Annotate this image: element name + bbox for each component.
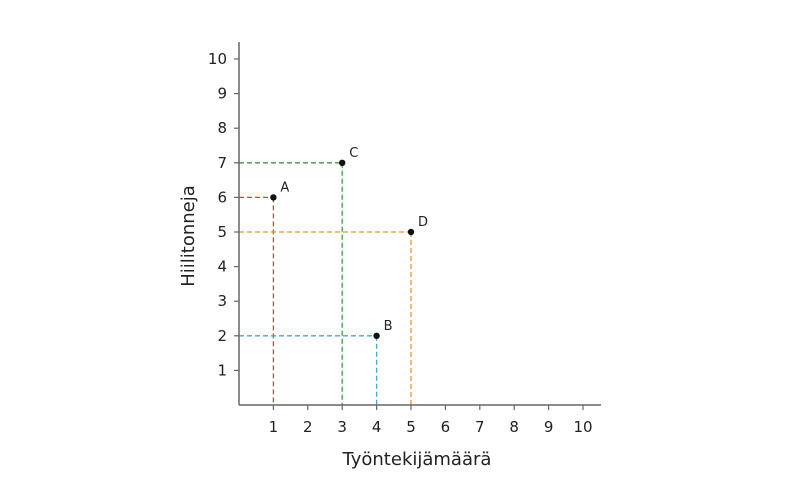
y-tick-label: 9 bbox=[217, 85, 227, 103]
x-tick-label: 10 bbox=[573, 418, 592, 436]
x-tick-label: 4 bbox=[372, 418, 382, 436]
y-axis-title: Hiilitonneja bbox=[178, 185, 199, 287]
y-tick-label: 10 bbox=[208, 50, 227, 68]
ticks: 1 2 3 4 5 6 7 8 9 10 1 2 3 4 5 6 7 8 9 10 bbox=[208, 50, 593, 436]
x-tick-label: 3 bbox=[337, 418, 347, 436]
y-tick-label: 4 bbox=[217, 258, 227, 276]
x-tick-label: 1 bbox=[269, 418, 279, 436]
y-tick-label: 1 bbox=[217, 361, 227, 379]
x-tick-label: 8 bbox=[509, 418, 519, 436]
data-point bbox=[339, 159, 346, 166]
axes bbox=[238, 42, 601, 406]
x-axis-title: Työntekijämäärä bbox=[342, 449, 492, 470]
x-tick-label: 7 bbox=[475, 418, 485, 436]
data-points: A B C D bbox=[270, 146, 428, 339]
y-tick-label: 3 bbox=[217, 292, 227, 310]
y-tick-label: 6 bbox=[217, 188, 227, 206]
data-point bbox=[270, 194, 277, 201]
point-label: B bbox=[384, 319, 393, 334]
data-point bbox=[407, 228, 415, 236]
point-label: A bbox=[280, 180, 289, 195]
x-tick-label: 6 bbox=[441, 418, 451, 436]
point-label: D bbox=[418, 215, 428, 230]
guide-lines bbox=[239, 162, 412, 405]
y-tick-label: 7 bbox=[217, 154, 227, 172]
y-tick-label: 8 bbox=[217, 119, 227, 137]
x-tick-label: 2 bbox=[303, 418, 313, 436]
y-tick-label: 2 bbox=[217, 327, 227, 345]
x-tick-label: 5 bbox=[406, 418, 416, 436]
data-point bbox=[373, 332, 380, 339]
x-tick-label: 9 bbox=[544, 418, 554, 436]
point-label: C bbox=[349, 146, 358, 161]
y-tick-label: 5 bbox=[217, 223, 227, 241]
